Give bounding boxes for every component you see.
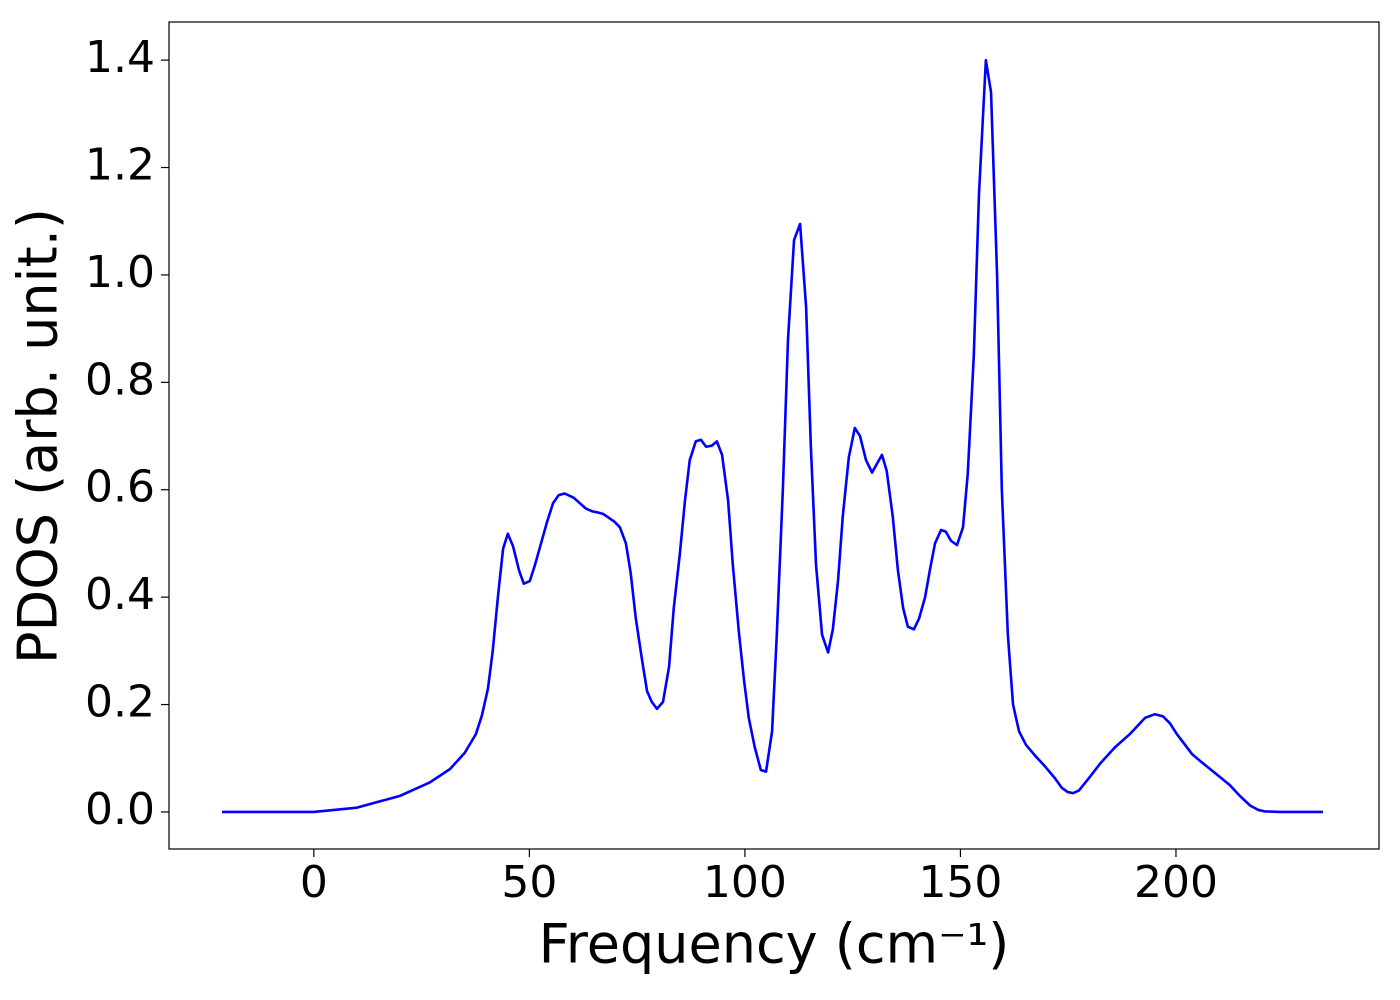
- y-tick-label: 0.0: [85, 784, 155, 835]
- x-tick-label: 50: [501, 857, 557, 908]
- plot-frame: [168, 21, 1380, 850]
- y-tick-label: 0.4: [85, 569, 155, 620]
- data-line: [222, 58, 1323, 814]
- y-tick-label: 0.8: [85, 354, 155, 405]
- x-axis-label: Frequency (cm⁻¹): [539, 913, 1010, 976]
- x-tick-label: 100: [703, 857, 787, 908]
- x-tick-label: 200: [1134, 857, 1218, 908]
- y-tick-label: 0.6: [85, 462, 155, 513]
- y-tick-label: 0.2: [85, 677, 155, 728]
- y-tick-label: 1.2: [85, 140, 155, 191]
- x-tick-label: 0: [300, 857, 328, 908]
- y-tick-label: 1.0: [85, 247, 155, 298]
- y-tick-label: 1.4: [85, 32, 155, 83]
- y-axis-label: PDOS (arb. unit.): [7, 208, 70, 664]
- x-tick-label: 150: [918, 857, 1002, 908]
